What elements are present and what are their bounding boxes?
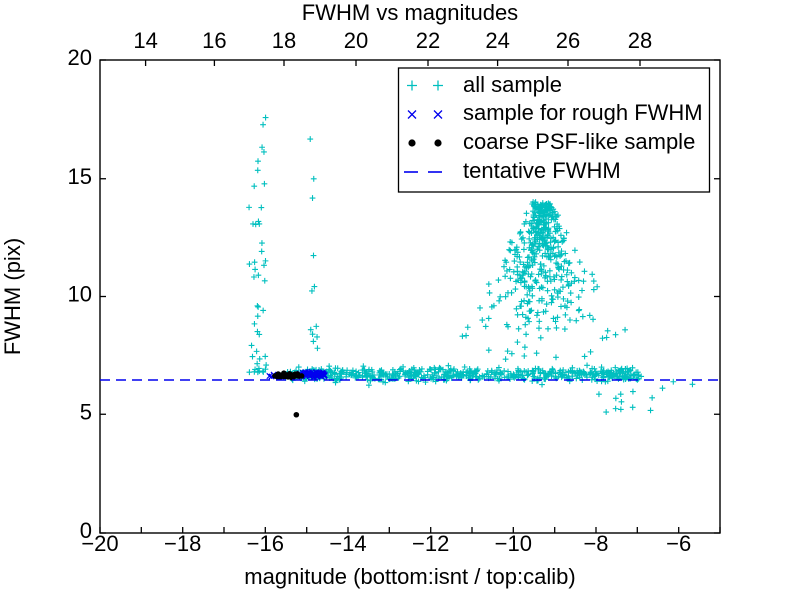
svg-text:tentative FWHM: tentative FWHM [463,158,621,183]
svg-text:20: 20 [344,28,368,53]
svg-text:FWHM (pix): FWHM (pix) [0,238,25,355]
svg-text:15: 15 [68,164,92,189]
svg-text:14: 14 [133,28,157,53]
svg-text:−12: −12 [412,531,449,556]
svg-text:0: 0 [80,518,92,543]
svg-text:16: 16 [202,28,226,53]
svg-text:−14: −14 [329,531,366,556]
svg-text:−16: −16 [247,531,284,556]
svg-text:22: 22 [416,28,440,53]
svg-text:26: 26 [556,28,580,53]
svg-text:coarse PSF-like sample: coarse PSF-like sample [463,129,695,154]
svg-text:10: 10 [68,282,92,307]
svg-text:−10: −10 [495,531,532,556]
svg-text:20: 20 [68,45,92,70]
svg-text:all sample: all sample [463,72,562,97]
svg-text:5: 5 [80,399,92,424]
svg-text:sample for rough FWHM: sample for rough FWHM [463,100,703,125]
svg-text:24: 24 [485,28,509,53]
svg-text:magnitude (bottom:isnt / top:c: magnitude (bottom:isnt / top:calib) [244,564,575,589]
svg-text:18: 18 [272,28,296,53]
svg-text:−18: −18 [164,531,201,556]
svg-text:−6: −6 [666,531,691,556]
svg-text:FWHM vs magnitudes: FWHM vs magnitudes [302,0,518,25]
svg-text:−8: −8 [583,531,608,556]
svg-text:28: 28 [628,28,652,53]
